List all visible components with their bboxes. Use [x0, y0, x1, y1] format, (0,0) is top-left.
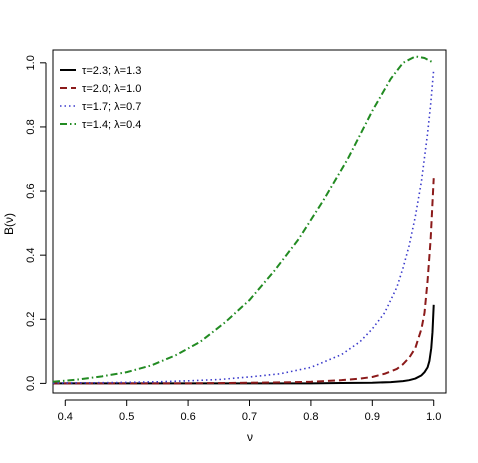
- series-line-4: [52, 55, 435, 383]
- legend-label-4: τ=1.4; λ=0.4: [82, 119, 141, 131]
- y-axis-label: B(ν): [2, 213, 16, 235]
- legend-label-2: τ=2.0; λ=1.0: [82, 83, 141, 95]
- x-tick-label: 0.9: [365, 411, 380, 423]
- legend-label-3: τ=1.7; λ=0.7: [82, 101, 141, 113]
- y-tick-label: 0.2: [25, 312, 37, 327]
- series-line-2: [53, 178, 435, 385]
- x-tick-label: 0.6: [180, 411, 195, 423]
- x-axis-label: ν: [247, 430, 253, 444]
- x-tick-label: 0.5: [119, 411, 134, 423]
- legend-label-1: τ=2.3; λ=1.3: [82, 65, 141, 77]
- x-tick-label: 1.0: [426, 411, 441, 423]
- x-tick-label: 0.4: [58, 411, 73, 423]
- series-layer: [52, 55, 435, 385]
- y-tick-label: 0.6: [25, 183, 37, 198]
- y-tick-label: 1.0: [25, 55, 37, 70]
- y-tick-label: 0.8: [25, 119, 37, 134]
- y-tick-label: 0.4: [25, 248, 37, 263]
- series-line-1: [53, 304, 435, 385]
- x-tick-label: 0.8: [303, 411, 318, 423]
- y-tick-label: 0.0: [25, 376, 37, 391]
- x-tick-label: 0.7: [242, 411, 257, 423]
- series-line-3: [52, 69, 435, 384]
- legend: τ=2.3; λ=1.3 τ=2.0; λ=1.0 τ=1.7; λ=0.7 τ=1.…: [60, 65, 141, 131]
- plot-frame: [52, 49, 447, 394]
- y-axis: 0.0 0.2 0.4 0.6 0.8 1.0: [25, 55, 47, 391]
- plot-border: [52, 49, 447, 394]
- x-axis: 0.4 0.5 0.6 0.7 0.8 0.9 1.0: [58, 399, 441, 423]
